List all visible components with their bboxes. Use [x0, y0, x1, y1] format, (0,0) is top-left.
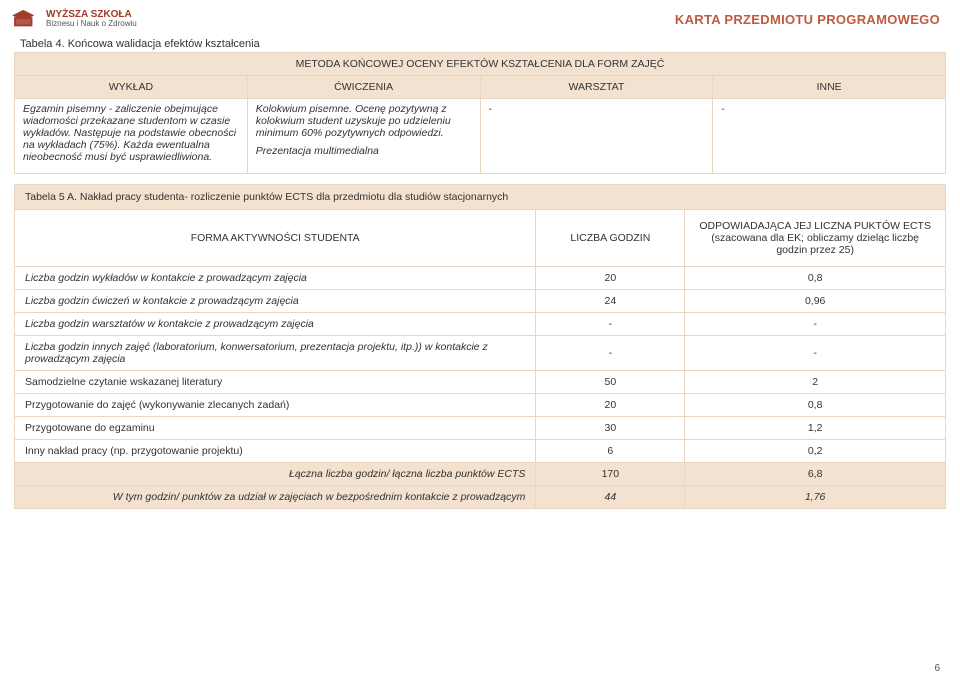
table5-caption: Tabela 5 A. Nakład pracy studenta- rozli… [15, 185, 946, 210]
row-ects: 0,96 [685, 290, 946, 313]
table5-head-1: FORMA AKTYWNOŚCI STUDENTA [15, 210, 536, 267]
table5-head-2: LICZBA GODZIN [536, 210, 685, 267]
table4: METODA KOŃCOWEJ OCENY EFEKTÓW KSZTAŁCENI… [14, 52, 946, 174]
total-ects: 6,8 [685, 463, 946, 486]
row-hours: - [536, 313, 685, 336]
table-row: Samodzielne czytanie wskazanej literatur… [15, 371, 946, 394]
row-hours: 20 [536, 267, 685, 290]
table4-col-1: WYKŁAD [15, 76, 248, 99]
row-label: Liczba godzin warsztatów w kontakcie z p… [15, 313, 536, 336]
row-hours: 6 [536, 440, 685, 463]
row-label: Przygotowane do egzaminu [15, 417, 536, 440]
total-hours: 44 [536, 486, 685, 509]
total-row: Łączna liczba godzin/ łączna liczba punk… [15, 463, 946, 486]
table5-head-3-main: ODPOWIADAJĄCA JEJ LICZNA PUKTÓW ECTS [699, 220, 931, 232]
table4-cell-1: Egzamin pisemny - zaliczenie obejmujące … [15, 99, 248, 174]
table-row: Liczba godzin innych zajęć (laboratorium… [15, 336, 946, 371]
table4-cell-4: - [713, 99, 946, 174]
table4-col-3: WARSZTAT [480, 76, 713, 99]
total-row: W tym godzin/ punktów za udział w zajęci… [15, 486, 946, 509]
row-label: Inny nakład pracy (np. przygotowanie pro… [15, 440, 536, 463]
table4-col-4: INNE [713, 76, 946, 99]
row-label: Samodzielne czytanie wskazanej literatur… [15, 371, 536, 394]
page-header: WYŻSZA SZKOŁA Biznesu i Nauk o Zdrowiu K… [0, 0, 960, 34]
page-number: 6 [934, 663, 940, 674]
table4-cell-1-text: Egzamin pisemny - zaliczenie obejmujące … [23, 103, 239, 163]
table-row: Przygotowane do egzaminu301,2 [15, 417, 946, 440]
table-row: Liczba godzin ćwiczeń w kontakcie z prow… [15, 290, 946, 313]
row-ects: - [685, 313, 946, 336]
table5: Tabela 5 A. Nakład pracy studenta- rozli… [14, 184, 946, 509]
row-hours: - [536, 336, 685, 371]
total-ects: 1,76 [685, 486, 946, 509]
row-label: Liczba godzin wykładów w kontakcie z pro… [15, 267, 536, 290]
row-ects: 0,8 [685, 394, 946, 417]
row-label: Liczba godzin innych zajęć (laboratorium… [15, 336, 536, 371]
row-ects: 0,2 [685, 440, 946, 463]
table4-cell-2b: Prezentacja multimedialna [256, 145, 472, 157]
row-label: Liczba godzin ćwiczeń w kontakcie z prow… [15, 290, 536, 313]
table5-head-3: ODPOWIADAJĄCA JEJ LICZNA PUKTÓW ECTS (sz… [685, 210, 946, 267]
row-ects: 2 [685, 371, 946, 394]
table4-cell-2: Kolokwium pisemne. Ocenę pozytywną z kol… [247, 99, 480, 174]
row-hours: 50 [536, 371, 685, 394]
table-row: Przygotowanie do zajęć (wykonywanie zlec… [15, 394, 946, 417]
graduation-cap-icon [12, 8, 40, 30]
page-title: KARTA PRZEDMIOTU PROGRAMOWEGO [675, 12, 940, 27]
row-ects: 0,8 [685, 267, 946, 290]
table-row: Inny nakład pracy (np. przygotowanie pro… [15, 440, 946, 463]
total-label: W tym godzin/ punktów za udział w zajęci… [15, 486, 536, 509]
row-ects: - [685, 336, 946, 371]
total-hours: 170 [536, 463, 685, 486]
table4-caption: Tabela 4. Końcowa walidacja efektów kszt… [0, 34, 960, 52]
logo-text: WYŻSZA SZKOŁA Biznesu i Nauk o Zdrowiu [46, 9, 137, 29]
total-label: Łączna liczba godzin/ łączna liczba punk… [15, 463, 536, 486]
table4-cell-2a: Kolokwium pisemne. Ocenę pozytywną z kol… [256, 103, 472, 139]
table-row: Liczba godzin wykładów w kontakcie z pro… [15, 267, 946, 290]
table4-col-2: ĆWICZENIA [247, 76, 480, 99]
table4-title: METODA KOŃCOWEJ OCENY EFEKTÓW KSZTAŁCENI… [15, 53, 946, 76]
row-hours: 20 [536, 394, 685, 417]
logo: WYŻSZA SZKOŁA Biznesu i Nauk o Zdrowiu [12, 8, 137, 30]
table4-cell-3: - [480, 99, 713, 174]
row-ects: 1,2 [685, 417, 946, 440]
row-hours: 24 [536, 290, 685, 313]
table-row: Liczba godzin warsztatów w kontakcie z p… [15, 313, 946, 336]
row-label: Przygotowanie do zajęć (wykonywanie zlec… [15, 394, 536, 417]
row-hours: 30 [536, 417, 685, 440]
logo-line2: Biznesu i Nauk o Zdrowiu [46, 20, 137, 29]
table5-head-3-sub: (szacowana dla EK; obliczamy dzieląc lic… [711, 232, 919, 256]
